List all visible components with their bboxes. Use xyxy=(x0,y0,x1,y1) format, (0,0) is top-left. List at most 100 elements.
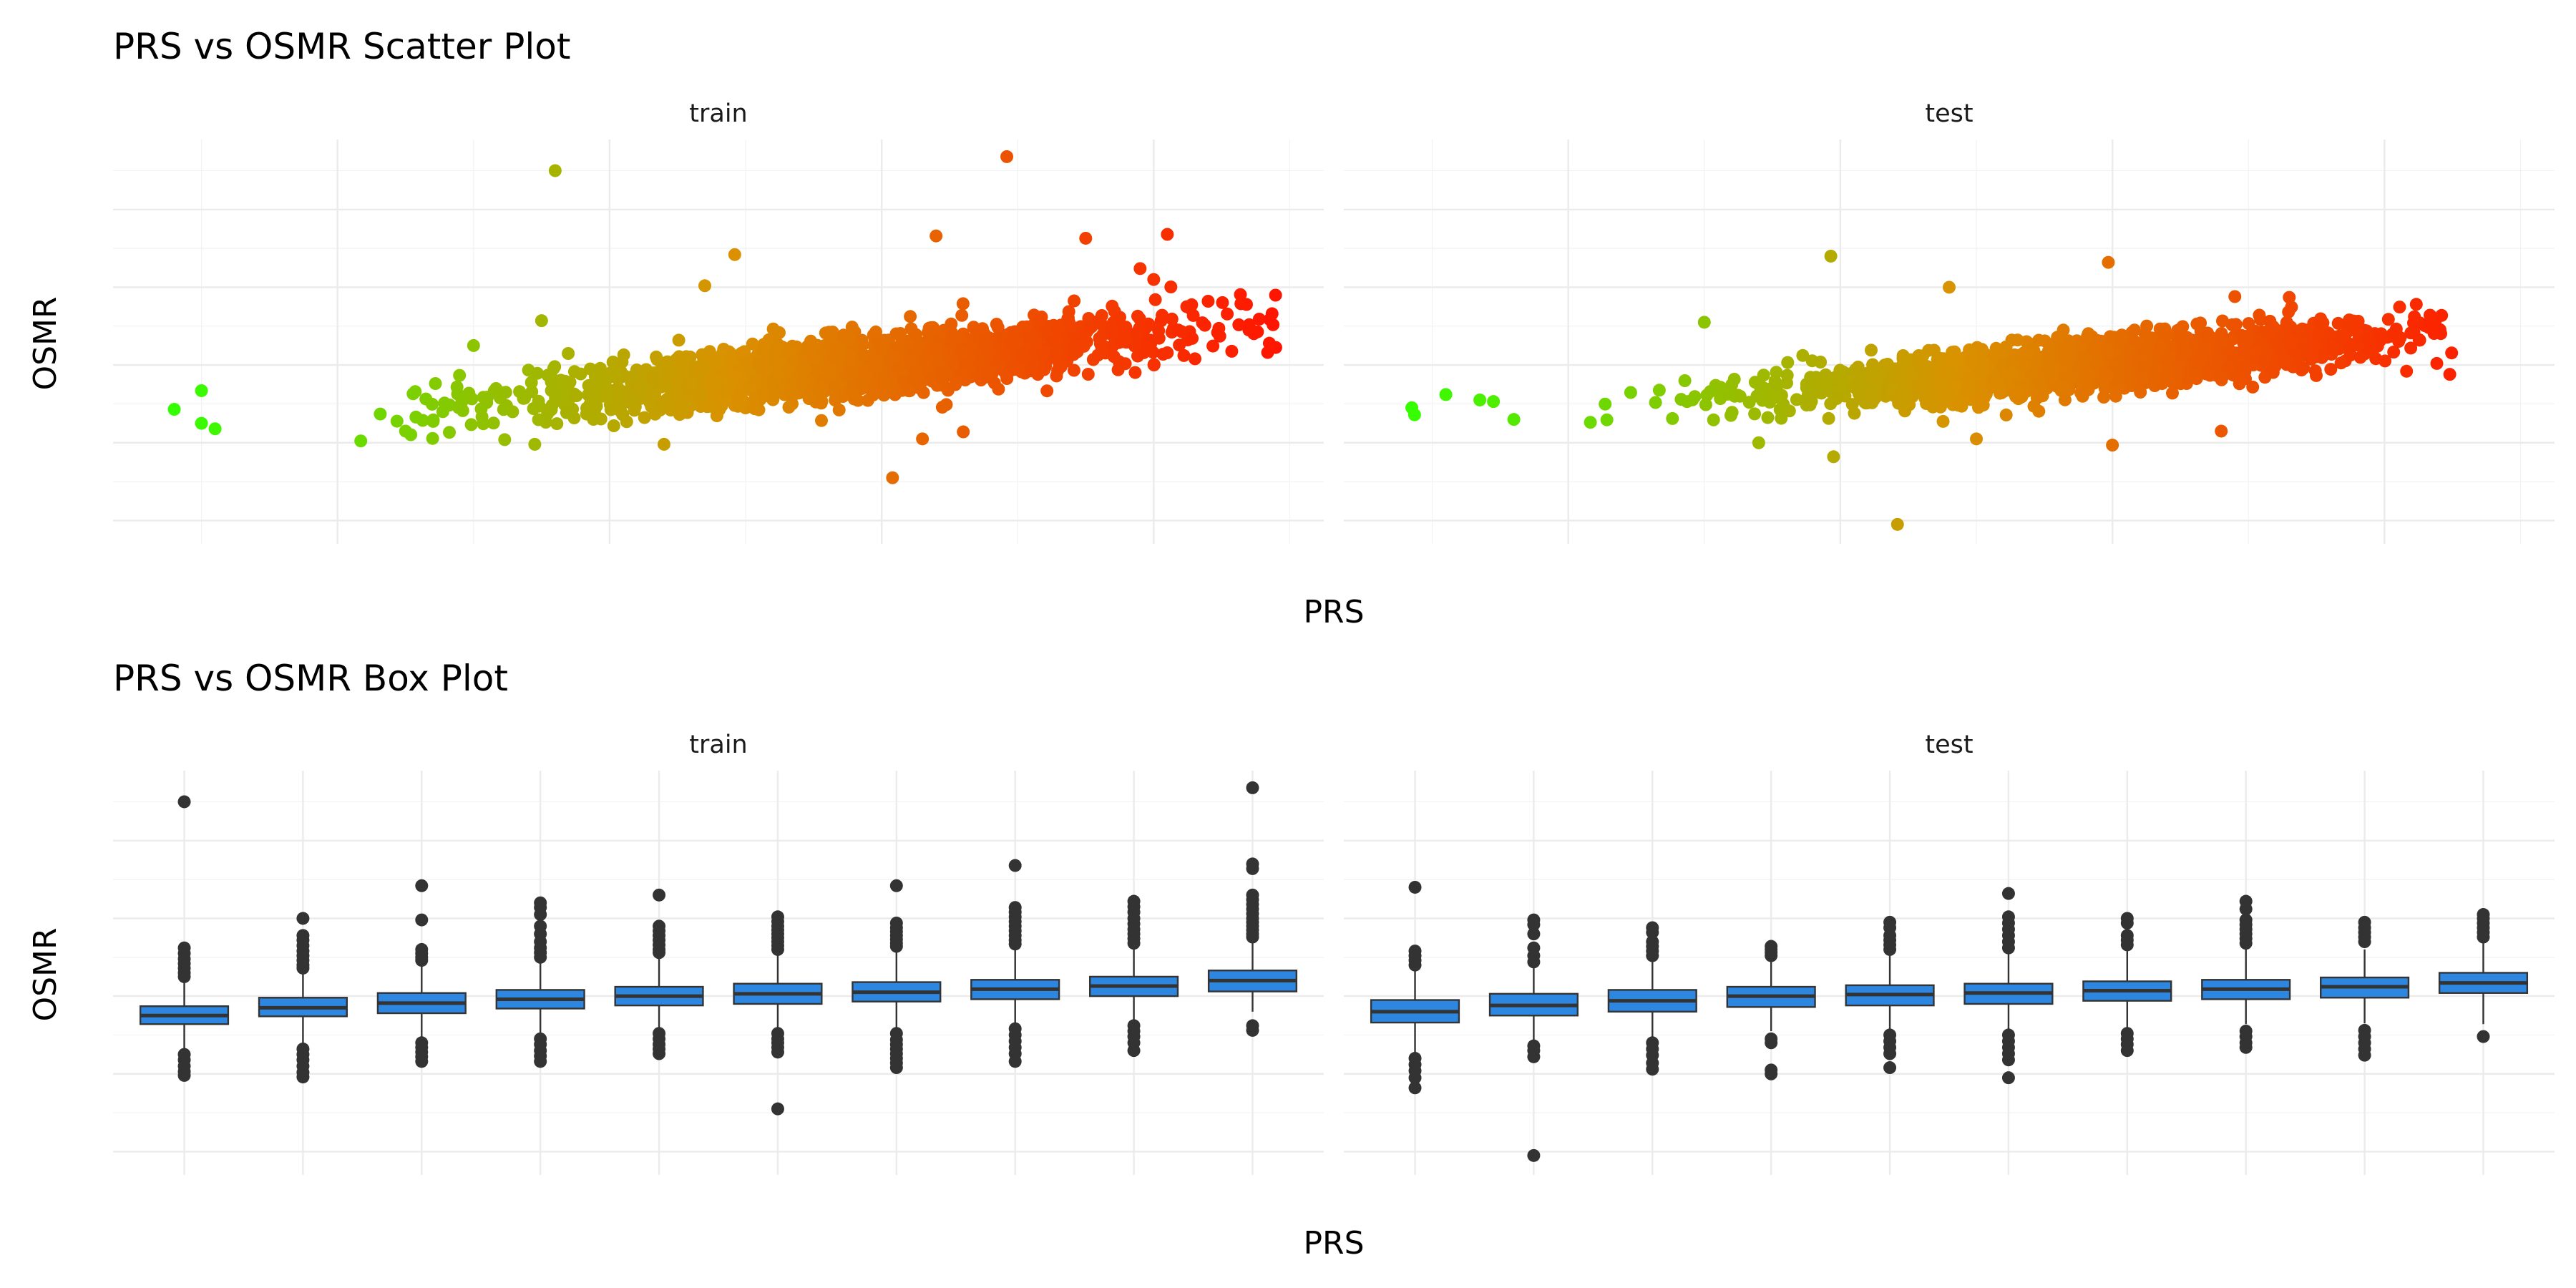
scatter-point xyxy=(1824,397,1838,411)
scatter-point xyxy=(1752,436,1765,449)
scatter-point xyxy=(1148,293,1162,306)
scatter-point xyxy=(916,432,930,446)
box-outlier xyxy=(2001,887,2015,900)
scatter-point xyxy=(438,396,452,410)
scatter-point xyxy=(751,357,765,371)
scatter-point xyxy=(2285,301,2298,314)
box-outlier xyxy=(2120,1044,2134,1058)
box-outlier xyxy=(2239,1040,2253,1054)
scatter-point xyxy=(867,388,880,401)
scatter-point xyxy=(1067,364,1080,377)
scatter-point xyxy=(2351,326,2364,338)
scatter-point xyxy=(1147,358,1161,371)
scatter-point xyxy=(2324,363,2338,376)
scatter-point xyxy=(1888,362,1902,376)
scatter-point xyxy=(2061,341,2074,354)
box-outlier xyxy=(771,942,784,956)
scatter-point xyxy=(2311,327,2325,341)
scatter-point xyxy=(2140,357,2154,371)
scatter-strip-test: test xyxy=(1925,99,1973,128)
scatter-point xyxy=(693,368,707,381)
scatter-point xyxy=(1116,335,1129,348)
scatter-point xyxy=(2111,362,2124,376)
scatter-point xyxy=(1212,321,1226,335)
box-outlier xyxy=(1127,1044,1141,1058)
scatter-point xyxy=(749,373,763,386)
box-outlier xyxy=(415,879,429,892)
scatter-point xyxy=(1977,391,1991,405)
box-outlier xyxy=(296,1070,310,1084)
scatter-point xyxy=(2240,360,2253,374)
scatter-point xyxy=(847,392,861,406)
scatter-point xyxy=(771,367,784,381)
scatter-point xyxy=(1050,344,1064,358)
scatter-point xyxy=(1809,386,1823,399)
scatter-point xyxy=(1896,349,1910,362)
scatter-point xyxy=(1678,374,1692,387)
scatter-point xyxy=(725,377,738,391)
scatter-point xyxy=(1156,348,1170,361)
scatter-point xyxy=(1113,311,1126,324)
scatter-point xyxy=(930,229,943,243)
scatter-point xyxy=(1697,316,1711,329)
scatter-point xyxy=(1147,273,1161,286)
scatter-point xyxy=(1824,249,1838,263)
scatter-point xyxy=(477,417,490,431)
scatter-point xyxy=(1781,356,1795,369)
scatter-point xyxy=(409,385,422,399)
scatter-point xyxy=(2214,370,2228,384)
scatter-point xyxy=(1848,379,1862,393)
scatter-point xyxy=(1652,384,1666,397)
scatter-point xyxy=(550,417,564,431)
scatter-point xyxy=(832,403,846,416)
scatter-point xyxy=(1000,369,1013,382)
box-x-axis-title: PRS xyxy=(1303,1225,1364,1262)
scatter-point xyxy=(935,401,949,414)
box-outlier xyxy=(2001,1053,2015,1067)
box-outlier xyxy=(1765,949,1778,962)
scatter-point xyxy=(1748,407,1762,421)
scatter-point xyxy=(1133,262,1147,275)
scatter-point xyxy=(917,386,930,399)
scatter-point xyxy=(2128,323,2141,337)
scatter-point xyxy=(2081,330,2094,343)
scatter-point xyxy=(833,346,847,359)
box-outlier xyxy=(2477,930,2490,944)
scatter-point xyxy=(1038,325,1052,338)
box-y-axis-title: OSMR xyxy=(27,927,64,1021)
scatter-point xyxy=(450,380,464,394)
scatter-point xyxy=(660,355,674,369)
scatter-point xyxy=(1699,398,1712,411)
scatter-point xyxy=(976,322,989,336)
scatter-point xyxy=(2122,343,2136,357)
scatter-point xyxy=(2021,346,2034,360)
box-strip-train: train xyxy=(689,731,747,759)
scatter-point xyxy=(1865,343,1878,357)
box-outlier xyxy=(1765,1036,1778,1050)
scatter-point xyxy=(489,382,503,395)
scatter-point xyxy=(955,308,969,322)
scatter-point xyxy=(821,363,835,376)
scatter-point xyxy=(1221,307,1234,321)
scatter-point xyxy=(1507,413,1521,426)
scatter-point xyxy=(2106,439,2119,452)
scatter-point xyxy=(1265,307,1279,321)
box-outlier xyxy=(2358,935,2371,949)
scatter-y-axis-title: OSMR xyxy=(27,296,64,390)
box-outlier xyxy=(653,946,666,960)
box-outlier xyxy=(1527,1148,1541,1162)
scatter-point xyxy=(645,371,659,384)
scatter-point xyxy=(2409,298,2423,311)
scatter-point xyxy=(462,386,476,400)
scatter-point xyxy=(1725,406,1739,419)
scatter-point xyxy=(1487,395,1501,409)
scatter-point xyxy=(920,352,934,366)
scatter-point xyxy=(2381,313,2395,326)
scatter-point xyxy=(738,345,751,358)
scatter-point xyxy=(675,394,688,407)
scatter-point xyxy=(2203,369,2217,382)
scatter-point xyxy=(1796,348,1810,362)
box-outlier xyxy=(1246,862,1259,875)
scatter-point xyxy=(1892,396,1906,410)
scatter-point xyxy=(1269,288,1282,302)
